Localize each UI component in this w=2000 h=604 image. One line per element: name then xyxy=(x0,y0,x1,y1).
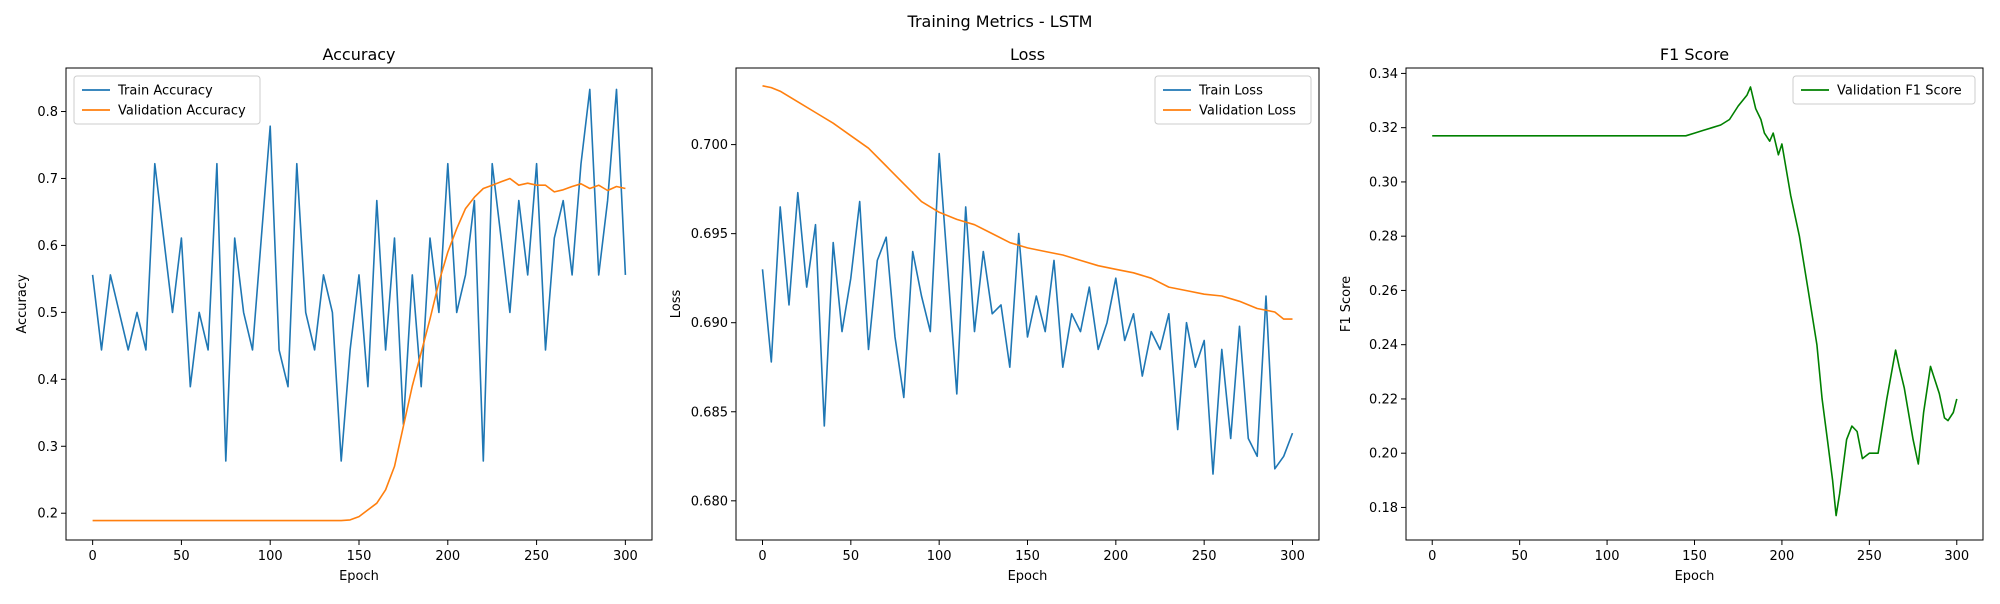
y-tick-label: 0.28 xyxy=(1369,230,1398,245)
chart-title: F1 Score xyxy=(1660,45,1729,64)
x-tick-label: 250 xyxy=(524,549,549,564)
x-tick-label: 150 xyxy=(347,549,372,564)
chart-panel-0: Accuracy 0 50 100 150 200 250 300 0.2 0.3 0.4 0.5 0.… xyxy=(15,45,653,584)
x-tick-label: 100 xyxy=(1595,549,1620,564)
x-tick-label: 0 xyxy=(758,549,766,564)
legend-label: Train Loss xyxy=(1198,84,1263,99)
y-tick-label: 0.685 xyxy=(691,405,728,420)
y-tick-label: 0.6 xyxy=(37,239,58,254)
x-tick-label: 0 xyxy=(88,549,96,564)
legend-box xyxy=(1792,75,1976,105)
y-tick-label: 0.32 xyxy=(1369,121,1398,136)
y-tick-label: 0.4 xyxy=(37,373,58,388)
plot-frame xyxy=(65,67,653,541)
x-tick-label: 100 xyxy=(258,549,283,564)
x-tick-label: 250 xyxy=(1857,549,1882,564)
y-tick-label: 0.7 xyxy=(37,172,58,187)
y-tick-label: 0.26 xyxy=(1369,284,1398,299)
y-axis-label: Loss xyxy=(669,290,684,319)
series-line-validation-loss xyxy=(762,85,1293,320)
x-tick-label: 50 xyxy=(173,549,190,564)
y-tick-label: 0.24 xyxy=(1369,338,1398,353)
y-tick-label: 0.690 xyxy=(691,316,728,331)
plot-frame xyxy=(735,67,1320,541)
legend-label: Validation F1 Score xyxy=(1837,84,1962,99)
legend-label: Validation Accuracy xyxy=(118,104,246,119)
chart-title: Accuracy xyxy=(322,45,395,64)
legend: Validation F1 Score xyxy=(1792,75,1976,105)
y-tick-label: 0.8 xyxy=(37,105,58,120)
x-tick-label: 150 xyxy=(1015,549,1040,564)
y-tick-label: 0.18 xyxy=(1369,501,1398,516)
x-axis-label: Epoch xyxy=(1008,569,1048,584)
x-tick-label: 250 xyxy=(1192,549,1217,564)
y-tick-label: 0.2 xyxy=(37,507,58,522)
x-tick-label: 0 xyxy=(1428,549,1436,564)
x-tick-label: 300 xyxy=(613,549,638,564)
x-tick-label: 100 xyxy=(927,549,952,564)
legend-box xyxy=(1154,75,1312,125)
legend-box xyxy=(73,75,261,125)
y-tick-label: 0.34 xyxy=(1369,67,1398,82)
legend: Train Accuracy Validation Accuracy xyxy=(73,75,261,125)
legend-label: Validation Loss xyxy=(1199,104,1296,119)
x-axis-label: Epoch xyxy=(339,569,379,584)
chart-panel-2: F1 Score 0 50 100 150 200 250 300 0.18 0.20 0.22 0.… xyxy=(1339,45,1984,584)
x-tick-label: 50 xyxy=(843,549,860,564)
y-axis-label: F1 Score xyxy=(1339,276,1354,332)
figure-suptitle: Training Metrics - LSTM xyxy=(907,12,1093,31)
y-tick-label: 0.5 xyxy=(37,306,58,321)
x-tick-label: 200 xyxy=(1103,549,1128,564)
x-tick-label: 200 xyxy=(1770,549,1795,564)
plot-frame xyxy=(1405,67,1984,541)
x-tick-label: 300 xyxy=(1944,549,1969,564)
y-tick-label: 0.3 xyxy=(37,440,58,455)
x-tick-label: 150 xyxy=(1682,549,1707,564)
y-tick-label: 0.700 xyxy=(691,138,728,153)
chart-panel-1: Loss 0 50 100 150 200 250 300 0.680 0.685 0.690 0.6… xyxy=(669,45,1320,584)
chart-title: Loss xyxy=(1010,45,1045,64)
y-tick-label: 0.20 xyxy=(1369,447,1398,462)
legend-label: Train Accuracy xyxy=(117,84,213,99)
x-tick-label: 200 xyxy=(435,549,460,564)
x-tick-label: 300 xyxy=(1280,549,1305,564)
series-line-validation-accuracy xyxy=(92,177,626,522)
legend: Train Loss Validation Loss xyxy=(1154,75,1312,125)
y-axis-label: Accuracy xyxy=(15,274,30,334)
y-tick-label: 0.680 xyxy=(691,494,728,509)
y-tick-label: 0.22 xyxy=(1369,392,1398,407)
y-tick-label: 0.30 xyxy=(1369,175,1398,190)
series-line-train-loss xyxy=(761,152,1294,475)
x-axis-label: Epoch xyxy=(1675,569,1715,584)
y-tick-label: 0.695 xyxy=(691,227,728,242)
series-line-train-accuracy xyxy=(91,88,627,462)
series-line-validation-f1-score xyxy=(1432,86,1958,517)
x-tick-label: 50 xyxy=(1511,549,1528,564)
